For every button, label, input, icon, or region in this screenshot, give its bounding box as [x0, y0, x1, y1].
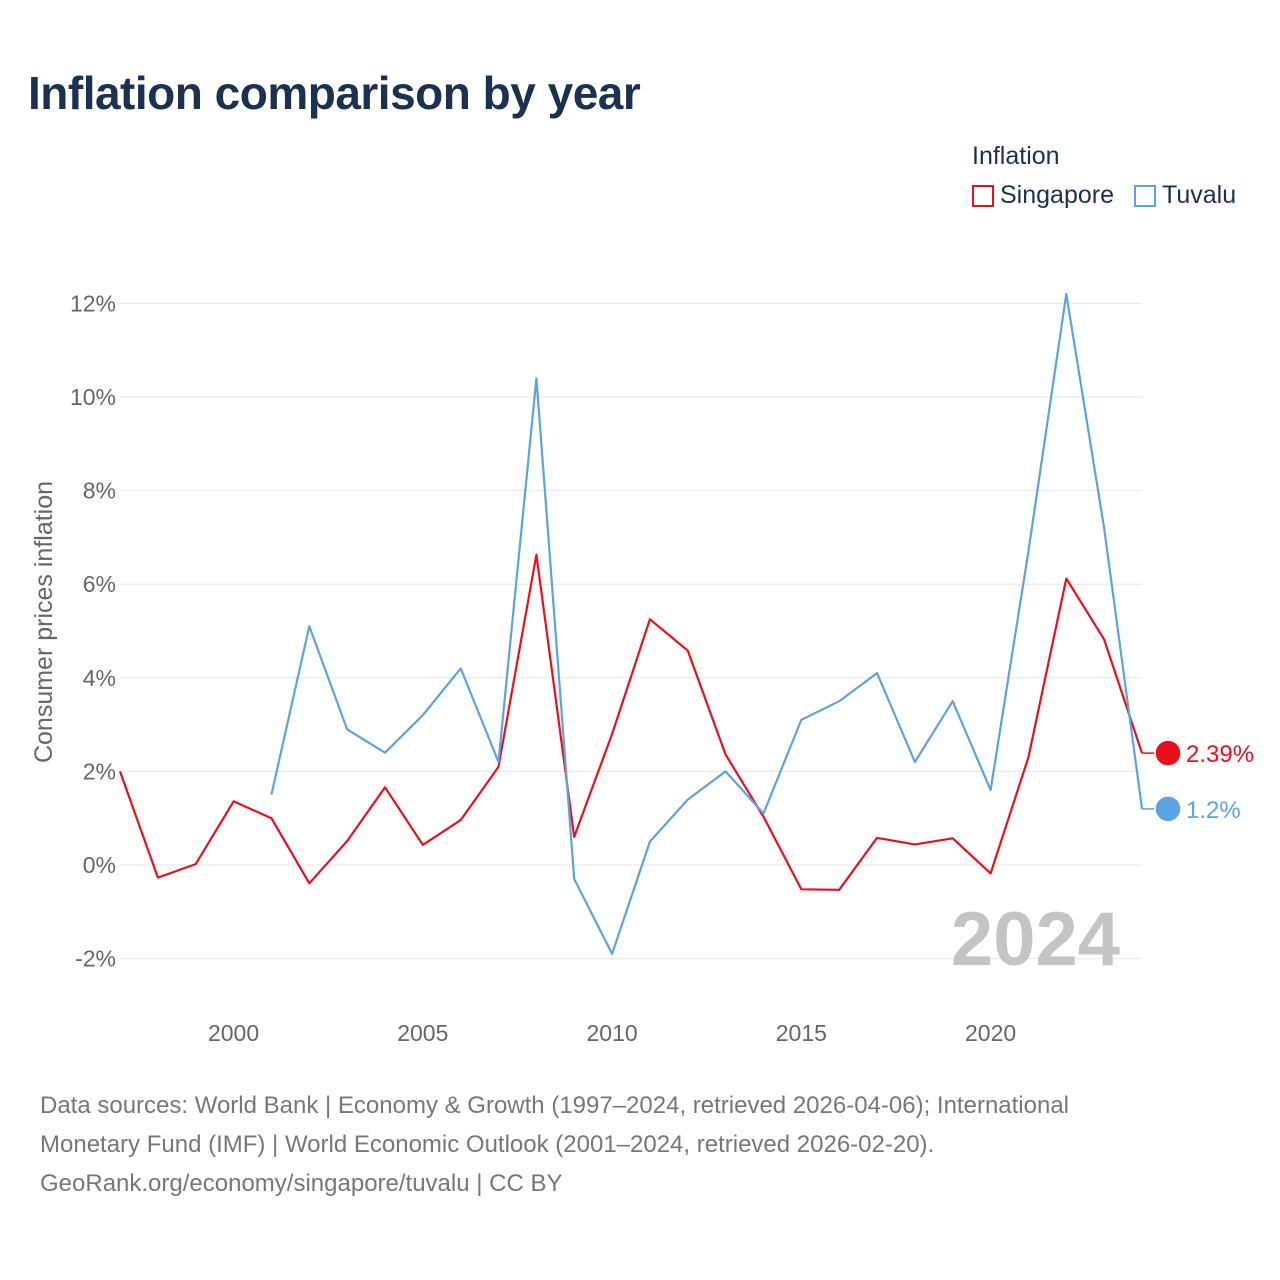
singapore-flag-icon — [1154, 739, 1182, 767]
series-end-markers: 2.39% 1.2% — [1142, 739, 1254, 824]
legend-swatch-singapore — [972, 184, 994, 207]
x-tick-label: 2020 — [965, 1020, 1016, 1046]
series-lines — [118, 292, 1144, 955]
y-tick-label: 0% — [83, 852, 116, 878]
end-value-label-singapore: 2.39% — [1186, 741, 1254, 768]
legend-item-tuvalu[interactable]: Tuvalu — [1133, 181, 1237, 210]
source-line-1: Data sources: World Bank | Economy & Gro… — [40, 1092, 1070, 1119]
legend-label-singapore: Singapore — [1000, 181, 1114, 209]
source-line-2: Monetary Fund (IMF) | World Economic Out… — [40, 1131, 935, 1158]
end-value-label-tuvalu: 1.2% — [1186, 797, 1241, 824]
x-tick-label: 2005 — [397, 1020, 448, 1046]
x-axis-tick-labels: 2000 2005 2010 2015 2020 — [208, 1020, 1016, 1046]
series-line-tuvalu[interactable] — [270, 292, 1144, 955]
gridlines — [120, 302, 1142, 960]
y-tick-label: 10% — [70, 384, 116, 410]
y-tick-label: 2% — [83, 758, 116, 784]
y-tick-label: 8% — [83, 478, 116, 504]
y-axis-label: Consumer prices inflation — [30, 481, 58, 763]
data-sources: Data sources: World Bank | Economy & Gro… — [40, 1086, 1220, 1203]
series-line-singapore[interactable] — [118, 553, 1144, 891]
y-axis-tick-labels: -2% 0% 2% 4% 6% 8% 10% 12% — [70, 290, 116, 971]
legend-item-singapore[interactable]: Singapore — [972, 181, 1114, 210]
y-tick-label: -2% — [75, 946, 116, 972]
y-tick-label: 12% — [70, 290, 116, 316]
legend-swatch-tuvalu — [1133, 184, 1156, 207]
year-watermark: 2024 — [951, 897, 1120, 982]
x-tick-label: 2000 — [208, 1020, 259, 1046]
tuvalu-flag-icon — [1154, 795, 1182, 823]
y-tick-label: 6% — [83, 571, 116, 597]
x-tick-label: 2015 — [776, 1020, 827, 1046]
legend: Inflation Singapore Tuvalu — [972, 142, 1236, 210]
legend-title: Inflation — [972, 142, 1060, 170]
x-tick-label: 2010 — [586, 1020, 637, 1046]
chart-title: Inflation comparison by year — [28, 67, 641, 119]
legend-label-tuvalu: Tuvalu — [1161, 181, 1237, 209]
source-line-3: GeoRank.org/economy/singapore/tuvalu | C… — [40, 1170, 563, 1197]
y-tick-label: 4% — [83, 665, 116, 691]
